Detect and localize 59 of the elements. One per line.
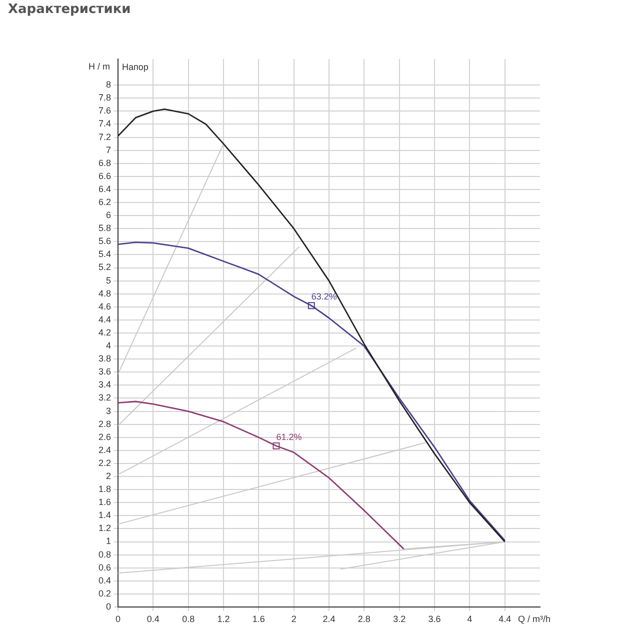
x-tick-label: 2 [291, 614, 296, 624]
y-tick-label: 5.2 [98, 262, 111, 272]
y-tick-label: 1.2 [98, 523, 111, 534]
y-tick-label: 1.4 [98, 510, 111, 520]
y-tick-label: 5 [106, 275, 111, 286]
y-tick-label: 0.8 [98, 549, 111, 560]
y-axis-title: H / m [88, 61, 110, 72]
y-tick-label: 1 [106, 536, 111, 546]
y-tick-label: 2 [106, 471, 111, 482]
x-tick-label: 3.2 [393, 614, 406, 624]
y-tick-label: 6.4 [98, 184, 111, 194]
y-tick-label: 7.4 [98, 118, 111, 129]
y-tick-label: 7 [106, 144, 111, 155]
y-tick-label: 3.2 [98, 392, 111, 403]
x-tick-label: 0 [115, 614, 121, 624]
y-tick-label: 3 [106, 406, 111, 416]
annotation: 63.2% [311, 292, 337, 302]
y-tick-label: 2.8 [98, 418, 111, 429]
y-tick-label: 0.6 [98, 562, 111, 572]
y-tick-label: 0.2 [98, 588, 111, 598]
y-tick-label: 4.4 [98, 314, 111, 324]
y-tick-label: 4.6 [98, 301, 111, 312]
y-tick-label: 7.6 [98, 106, 111, 116]
x-tick-label: 1.6 [252, 614, 265, 624]
x-tick-label: 4.4 [498, 614, 512, 624]
x-tick-label: 4 [467, 614, 472, 624]
chart-title: Характеристики [8, 2, 131, 17]
annotation: Напор [122, 62, 148, 72]
y-tick-label: 6.8 [98, 158, 111, 168]
x-tick-label: 3.6 [428, 614, 441, 624]
y-tick-label: 0.4 [98, 575, 111, 586]
y-tick-label: 6 [106, 210, 111, 220]
x-tick-label: 2.4 [322, 614, 336, 624]
x-tick-label: 0.4 [146, 614, 160, 624]
y-tick-label: 1.6 [98, 497, 111, 508]
y-tick-label: 6.6 [98, 170, 111, 181]
y-tick-label: 5.4 [98, 249, 111, 260]
y-tick-label: 8 [106, 80, 111, 90]
y-tick-label: 4 [106, 340, 111, 351]
x-tick-label: 0.8 [182, 614, 195, 624]
y-tick-label: 3.8 [98, 354, 111, 364]
x-tick-label: 2.8 [358, 614, 370, 624]
x-tick-label: 1.2 [217, 614, 230, 624]
y-tick-label: 2.2 [98, 458, 111, 468]
y-tick-label: 3.6 [98, 366, 111, 377]
y-tick-label: 5.8 [98, 223, 111, 234]
y-tick-label: 7.2 [98, 132, 111, 142]
y-tick-label: 3.4 [98, 380, 111, 390]
y-tick-label: 2.4 [98, 444, 111, 455]
annotation: 61.2% [276, 432, 302, 442]
y-tick-label: 2.6 [98, 432, 111, 442]
y-tick-label: 1.8 [98, 484, 111, 494]
y-tick-label: 0 [106, 601, 111, 612]
y-tick-label: 5.6 [98, 236, 111, 246]
y-tick-label: 4.2 [98, 327, 111, 338]
x-axis-title: Q / m³/h [518, 614, 551, 624]
y-tick-label: 7.8 [98, 92, 111, 103]
y-tick-label: 6.2 [98, 197, 111, 208]
y-tick-label: 4.8 [98, 288, 111, 298]
